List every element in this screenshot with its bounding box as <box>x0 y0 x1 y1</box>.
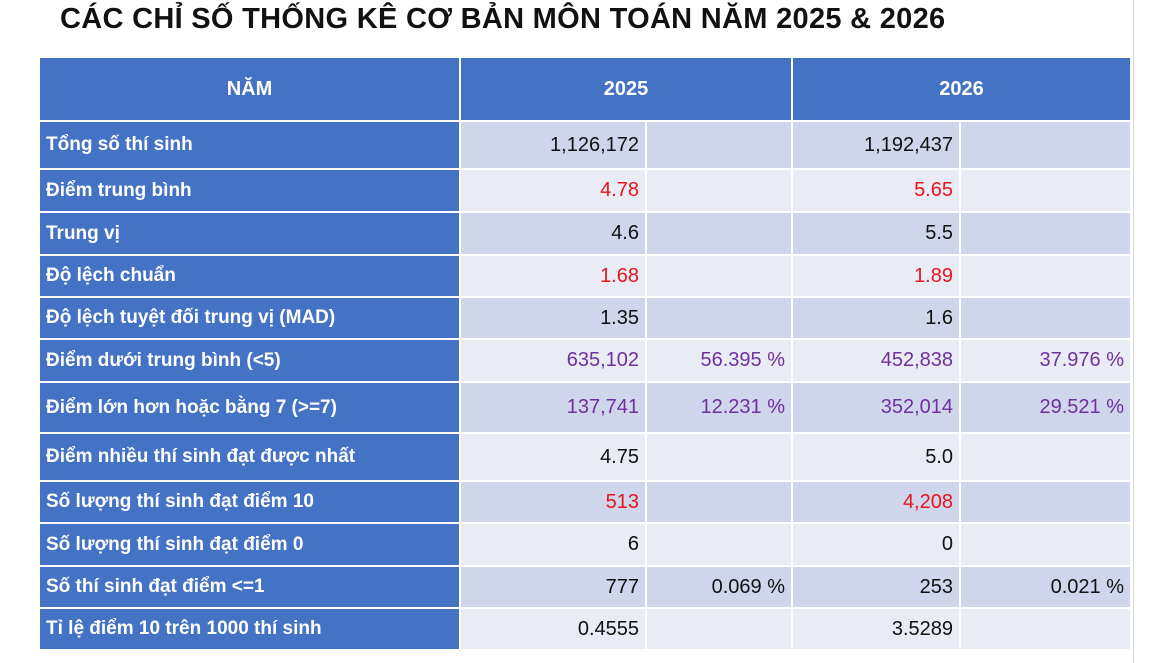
value-2026: 5.5 <box>791 211 961 256</box>
value-2025: 635,102 <box>459 338 647 383</box>
percent-2025 <box>645 432 793 482</box>
table-row: Tỉ lệ điểm 10 trên 1000 thí sinh 0.4555 … <box>38 607 1132 651</box>
value-2026: 1.6 <box>791 296 961 340</box>
table-row: Số lượng thí sinh đạt điểm 0 6 0 <box>38 522 1132 567</box>
table-row: Số thí sinh đạt điểm <=1 777 0.069 % 253… <box>38 565 1132 609</box>
percent-2026 <box>959 480 1132 524</box>
value-2025: 1.35 <box>459 296 647 340</box>
row-label: Độ lệch chuẩn <box>38 254 461 298</box>
percent-2026 <box>959 522 1132 567</box>
percent-2025 <box>645 296 793 340</box>
value-2025: 4.6 <box>459 211 647 256</box>
value-2026: 1.89 <box>791 254 961 298</box>
table-row: Điểm trung bình 4.78 5.65 <box>38 168 1132 213</box>
percent-2026 <box>959 607 1132 651</box>
value-2026: 4,208 <box>791 480 961 524</box>
percent-2025: 0.069 % <box>645 565 793 609</box>
percent-2025: 56.395 % <box>645 338 793 383</box>
page-edge-divider <box>1133 0 1134 663</box>
table-header-row: NĂM 2025 2026 <box>38 56 1132 122</box>
page-title: CÁC CHỈ SỐ THỐNG KÊ CƠ BẢN MÔN TOÁN NĂM … <box>60 3 946 35</box>
percent-2026 <box>959 168 1132 213</box>
row-label: Độ lệch tuyệt đối trung vị (MAD) <box>38 296 461 340</box>
percent-2025 <box>645 254 793 298</box>
row-label: Điểm nhiều thí sinh đạt được nhất <box>38 432 461 482</box>
percent-2025 <box>645 480 793 524</box>
percent-2026 <box>959 296 1132 340</box>
table-row: Độ lệch chuẩn 1.68 1.89 <box>38 254 1132 298</box>
percent-2026 <box>959 211 1132 256</box>
percent-2026 <box>959 120 1132 170</box>
value-2026: 5.65 <box>791 168 961 213</box>
value-2026: 0 <box>791 522 961 567</box>
percent-2026: 29.521 % <box>959 381 1132 434</box>
value-2026: 452,838 <box>791 338 961 383</box>
table-row: Điểm dưới trung bình (<5) 635,102 56.395… <box>38 338 1132 383</box>
table-row: Số lượng thí sinh đạt điểm 10 513 4,208 <box>38 480 1132 524</box>
value-2025: 4.78 <box>459 168 647 213</box>
value-2025: 1,126,172 <box>459 120 647 170</box>
row-label: Số thí sinh đạt điểm <=1 <box>38 565 461 609</box>
row-label: Điểm lớn hơn hoặc bằng 7 (>=7) <box>38 381 461 434</box>
percent-2025 <box>645 211 793 256</box>
table-row: Trung vị 4.6 5.5 <box>38 211 1132 256</box>
percent-2026 <box>959 254 1132 298</box>
percent-2025 <box>645 120 793 170</box>
row-label: Số lượng thí sinh đạt điểm 10 <box>38 480 461 524</box>
value-2025: 6 <box>459 522 647 567</box>
percent-2026 <box>959 432 1132 482</box>
header-year-label: NĂM <box>38 56 461 122</box>
statistics-table: NĂM 2025 2026 Tổng số thí sinh 1,126,172… <box>38 56 1132 651</box>
table-row: Độ lệch tuyệt đối trung vị (MAD) 1.35 1.… <box>38 296 1132 340</box>
value-2025: 777 <box>459 565 647 609</box>
value-2026: 3.5289 <box>791 607 961 651</box>
row-label: Số lượng thí sinh đạt điểm 0 <box>38 522 461 567</box>
percent-2025 <box>645 168 793 213</box>
percent-2026: 0.021 % <box>959 565 1132 609</box>
value-2025: 137,741 <box>459 381 647 434</box>
value-2025: 513 <box>459 480 647 524</box>
value-2026: 1,192,437 <box>791 120 961 170</box>
row-label: Điểm dưới trung bình (<5) <box>38 338 461 383</box>
table-row: Điểm lớn hơn hoặc bằng 7 (>=7) 137,741 1… <box>38 381 1132 434</box>
value-2026: 253 <box>791 565 961 609</box>
row-label: Tỉ lệ điểm 10 trên 1000 thí sinh <box>38 607 461 651</box>
header-year-2025: 2025 <box>459 56 793 122</box>
percent-2025 <box>645 522 793 567</box>
table-row: Điểm nhiều thí sinh đạt được nhất 4.75 5… <box>38 432 1132 482</box>
value-2026: 352,014 <box>791 381 961 434</box>
value-2025: 1.68 <box>459 254 647 298</box>
percent-2025 <box>645 607 793 651</box>
percent-2026: 37.976 % <box>959 338 1132 383</box>
header-year-2026: 2026 <box>791 56 1132 122</box>
row-label: Điểm trung bình <box>38 168 461 213</box>
row-label: Trung vị <box>38 211 461 256</box>
row-label: Tổng số thí sinh <box>38 120 461 170</box>
value-2025: 0.4555 <box>459 607 647 651</box>
value-2026: 5.0 <box>791 432 961 482</box>
table-row: Tổng số thí sinh 1,126,172 1,192,437 <box>38 120 1132 170</box>
percent-2025: 12.231 % <box>645 381 793 434</box>
value-2025: 4.75 <box>459 432 647 482</box>
